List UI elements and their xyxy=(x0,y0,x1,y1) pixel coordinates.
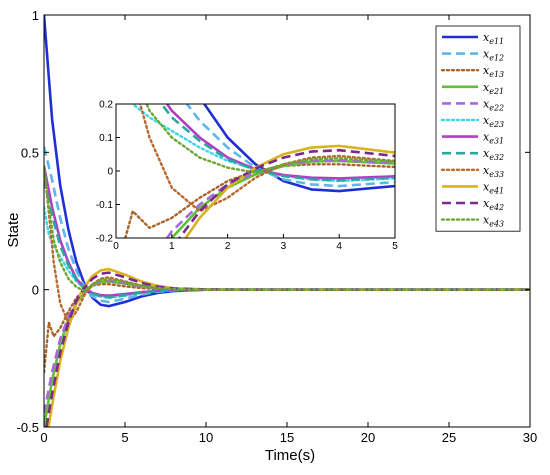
legend-label-x-e31: xe31 xyxy=(483,131,504,146)
series-line-x-e43 xyxy=(44,164,530,293)
legend-label-x-e32: xe32 xyxy=(483,147,504,162)
inset-y-tick-label: -0.1 xyxy=(96,200,114,211)
x-tick-label: 15 xyxy=(280,430,294,445)
main-plot-area: 0 5 10 15 20 25 30-0.500.51 xyxy=(17,8,538,445)
inset-x-tick-label: 1 xyxy=(169,241,175,252)
y-tick-label: 1 xyxy=(32,8,39,23)
inset-x-tick-label: 0 xyxy=(113,241,119,252)
inset-y-tick-label: 0 xyxy=(107,167,113,178)
x-tick-label: 0 xyxy=(40,430,47,445)
inset-plot-area: 0 1 2 3 4 5 -0.2 -0.1 0 0.1 0.2 xyxy=(96,100,398,253)
inset-series-line-x-e22 xyxy=(165,158,395,238)
series-line-x-e33 xyxy=(44,164,530,324)
inset-y-tick-label: 0.1 xyxy=(99,133,113,144)
inset-series-line-x-e11 xyxy=(202,104,395,193)
inset-series-line-x-e12 xyxy=(185,104,395,188)
legend-label-x-e43: xe43 xyxy=(483,214,504,229)
inset-series-line-x-e32 xyxy=(160,104,395,182)
x-tick-label: 25 xyxy=(442,430,456,445)
inset-x-tick-label: 4 xyxy=(336,241,342,252)
inset-series-line-x-e13 xyxy=(124,163,395,238)
legend-label-x-e41: xe41 xyxy=(483,180,504,195)
legend-label-x-e12: xe12 xyxy=(483,48,504,63)
x-tick-label: 30 xyxy=(523,430,537,445)
inset-series-line-x-e31 xyxy=(165,104,395,180)
inset-series-line-x-e41 xyxy=(184,144,395,238)
main-series-group xyxy=(44,15,530,427)
inset-y-tick-label: 0.2 xyxy=(99,100,113,111)
legend-label-x-e23: xe23 xyxy=(483,114,504,129)
x-axis-label: Time(s) xyxy=(265,447,315,464)
inset-series-line-x-e43 xyxy=(145,104,395,174)
y-tick-label: -0.5 xyxy=(17,420,39,435)
inset-series-line-x-e33 xyxy=(138,104,395,213)
y-axis-label: State xyxy=(5,212,22,247)
x-tick-label: 5 xyxy=(121,430,128,445)
inset-y-tick-label: -0.2 xyxy=(96,234,114,245)
x-tick-label: 20 xyxy=(361,430,375,445)
inset-x-tick-label: 2 xyxy=(225,241,231,252)
legend-box xyxy=(435,25,521,232)
legend-label-x-e42: xe42 xyxy=(483,197,504,212)
legend-label-x-e13: xe13 xyxy=(483,64,504,79)
y-tick-label: 0.5 xyxy=(21,145,39,160)
inset-x-tick-label: 3 xyxy=(281,241,287,252)
x-tick-label: 10 xyxy=(199,430,213,445)
inset-x-tick-label: 5 xyxy=(392,241,398,252)
legend-label-x-e33: xe33 xyxy=(483,164,504,179)
legend-label-x-e21: xe21 xyxy=(483,81,504,96)
inset-series-line-x-e42 xyxy=(177,148,395,238)
inset-series-group xyxy=(124,104,395,238)
legend-label-x-e22: xe22 xyxy=(483,97,504,112)
legend-label-x-e11: xe11 xyxy=(483,31,504,46)
y-tick-label: 0 xyxy=(32,283,39,298)
